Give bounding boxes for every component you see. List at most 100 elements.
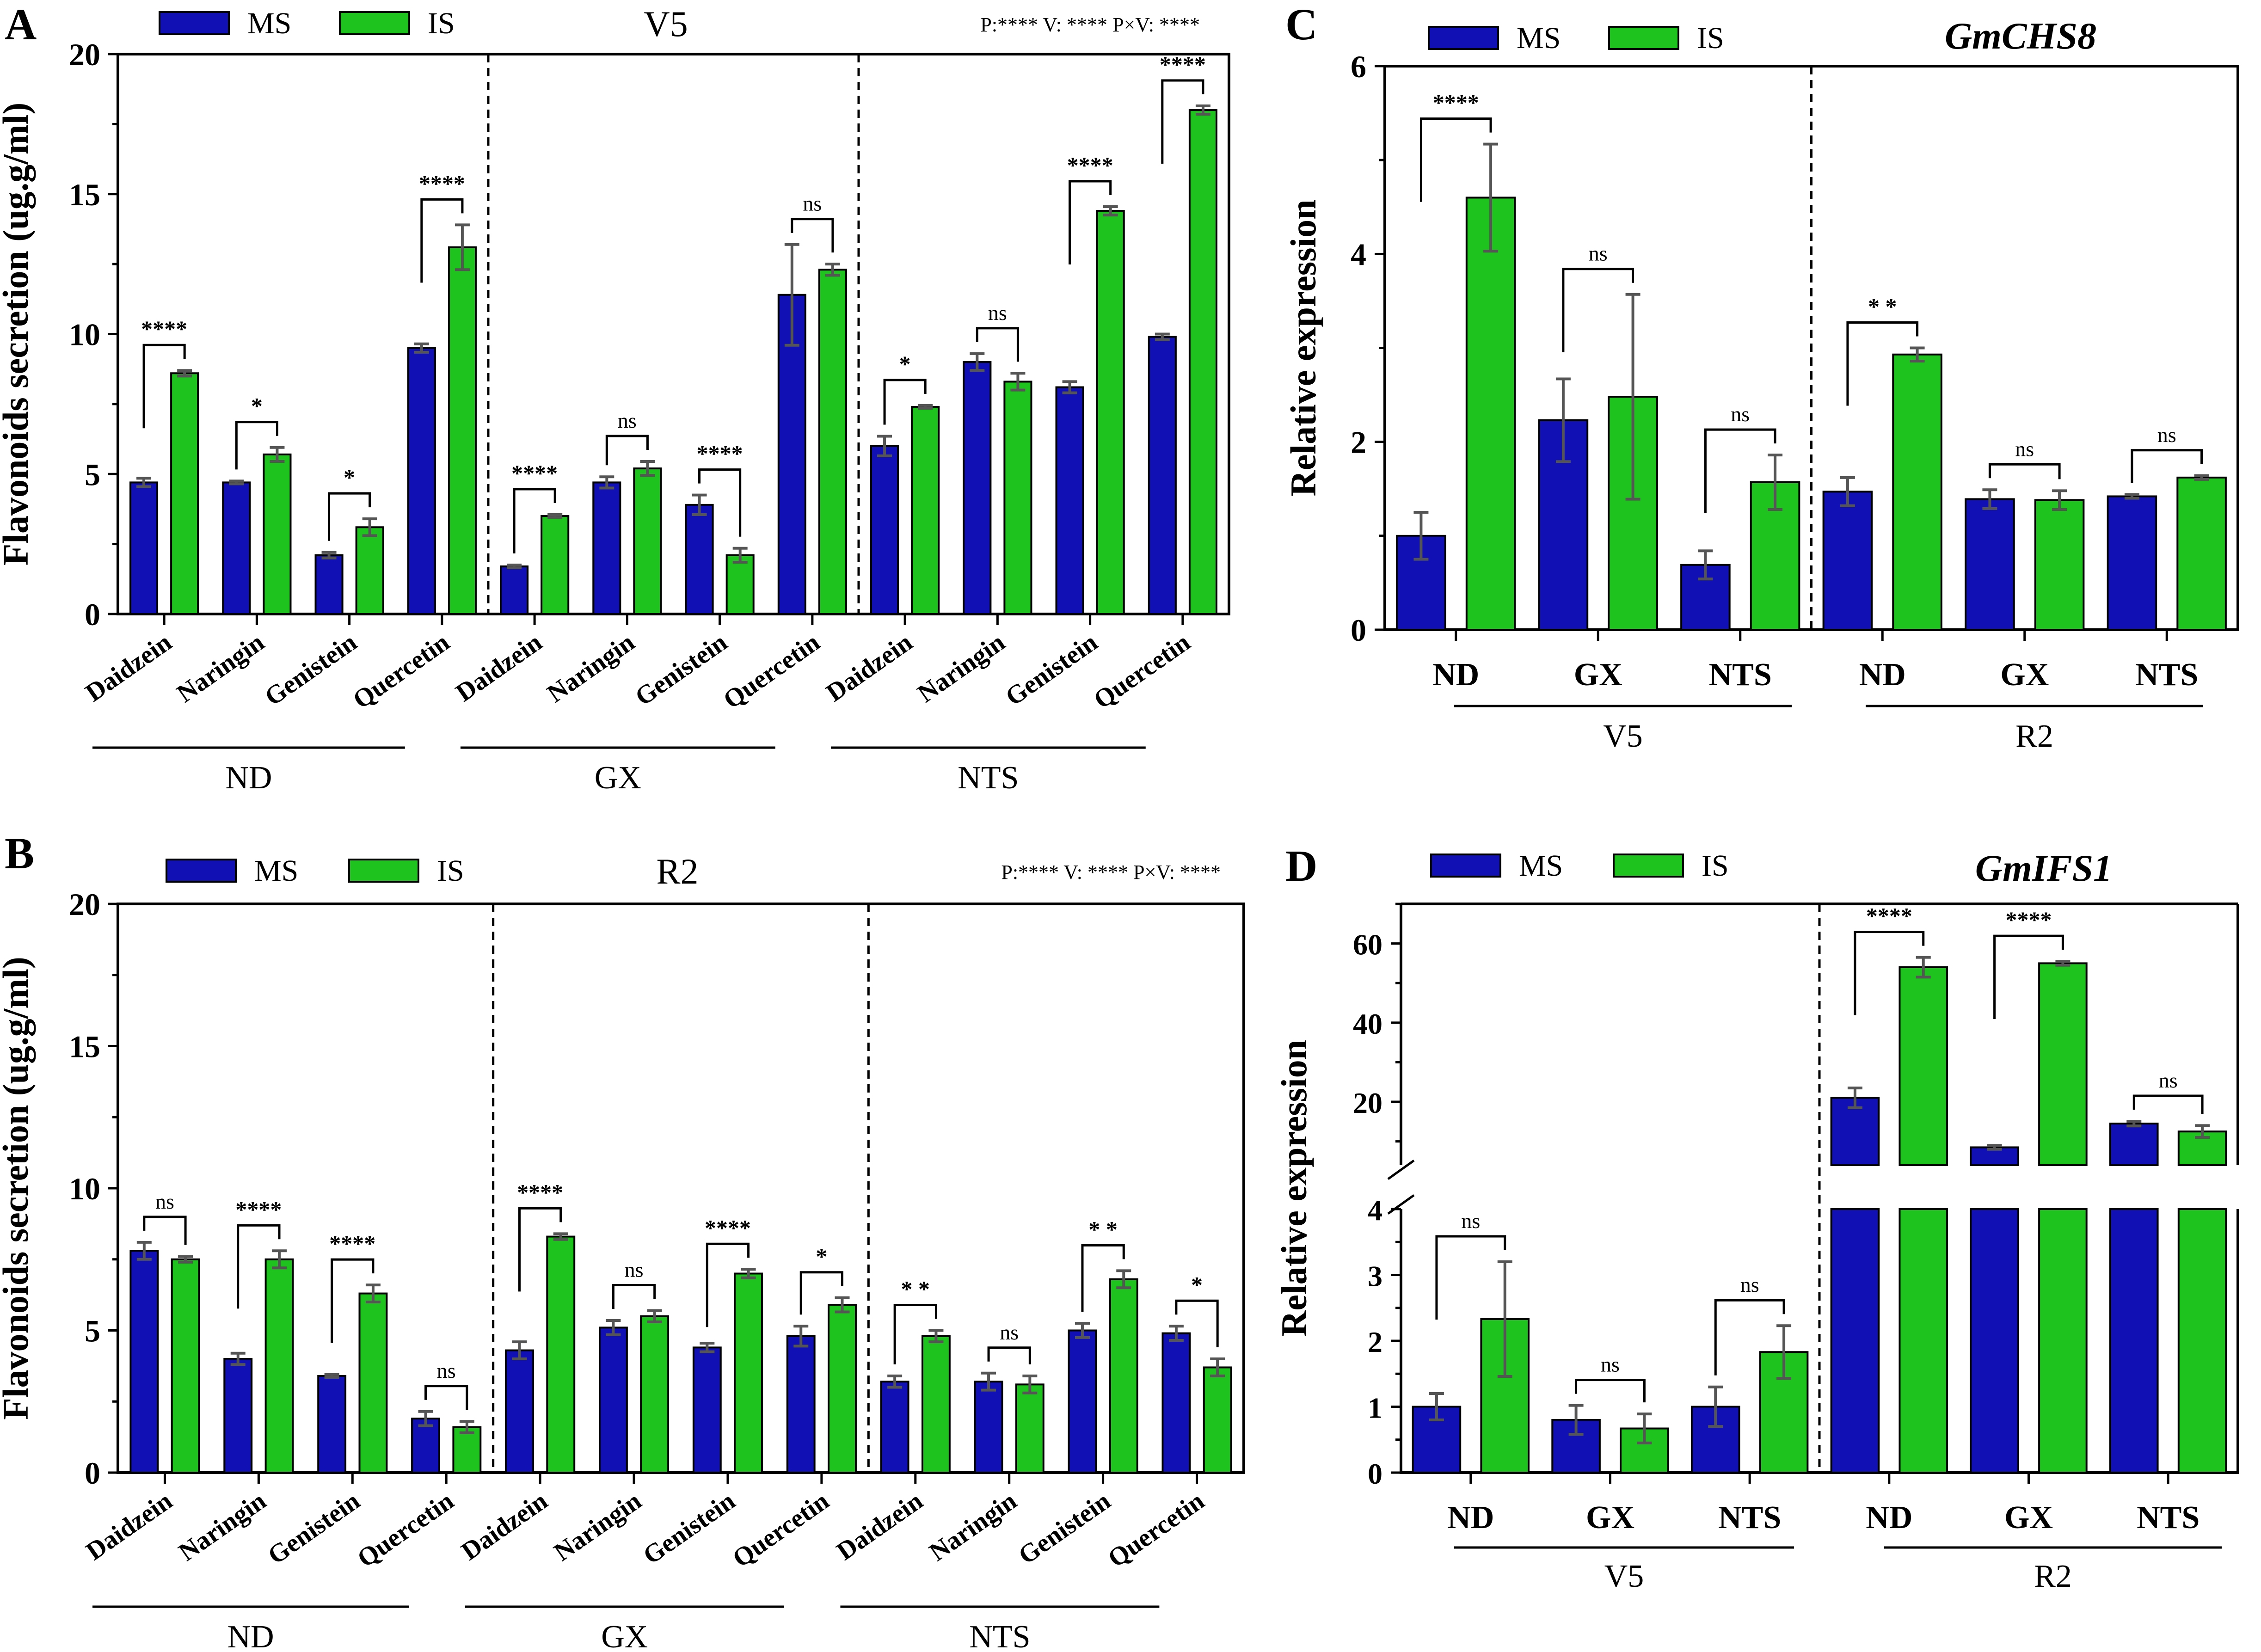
significance-label: ns — [1000, 1320, 1019, 1344]
significance-label: * * — [1868, 294, 1897, 319]
is-bar — [1899, 1208, 1948, 1474]
legend-is-label: IS — [437, 854, 464, 888]
y-tick-label: 3 — [1368, 1260, 1382, 1293]
y-tick-label: 4 — [1351, 237, 1366, 272]
significance-bracket — [1714, 1299, 1785, 1376]
significance-label: **** — [1866, 903, 1912, 929]
significance-bracket — [605, 435, 649, 466]
y-tick-label: 2 — [1351, 425, 1366, 460]
significance-bracket — [799, 1271, 844, 1315]
ms-bar — [1148, 336, 1177, 615]
legend-ms-swatch — [159, 11, 230, 35]
significance-bracket — [893, 1304, 937, 1364]
x-category-label: Naringin — [549, 1486, 646, 1567]
y-tick-label: 10 — [69, 1171, 100, 1206]
is-bar — [818, 269, 847, 615]
ms-bar — [598, 1327, 628, 1474]
x-category-label: Daidzein — [831, 1486, 928, 1566]
x-category-label: GX — [2000, 657, 2049, 693]
significance-bracket — [1435, 1235, 1506, 1320]
y-tick-label: 20 — [1353, 1087, 1382, 1119]
is-bar — [1899, 966, 1948, 1167]
significance-label: **** — [419, 170, 465, 196]
y-tick-label: 40 — [1353, 1007, 1382, 1040]
significance-label: ns — [1461, 1209, 1480, 1233]
ms-bar — [223, 1358, 253, 1474]
x-category-label: Quercetin — [727, 1486, 834, 1573]
group-label: V5 — [1604, 1559, 1644, 1594]
significance-label: ns — [155, 1190, 174, 1213]
y-tick-label: 20 — [69, 37, 100, 72]
ms-bar — [974, 1381, 1003, 1474]
significance-label: ns — [803, 192, 822, 215]
significance-label: **** — [235, 1196, 282, 1222]
y-tick-label: 0 — [85, 597, 100, 632]
x-category-label: Daidzein — [821, 628, 918, 707]
significance-bracket — [2132, 1094, 2204, 1114]
group-label: NTS — [958, 760, 1019, 796]
y-tick-label: 0 — [1368, 1457, 1382, 1490]
x-category-label: NTS — [1709, 657, 1772, 693]
x-category-label: GX — [1574, 657, 1622, 693]
axis-break-mark — [1387, 1159, 1415, 1180]
is-bar — [355, 526, 384, 615]
significance-bracket — [1069, 180, 1112, 264]
significance-bracket — [518, 1207, 562, 1292]
is-bar — [922, 1335, 951, 1474]
significance-label: ns — [1740, 1273, 1759, 1296]
significance-bracket — [1175, 1299, 1219, 1347]
y-tick-label: 15 — [69, 177, 100, 212]
x-category-label: Daidzein — [451, 628, 547, 707]
ms-bar — [407, 347, 436, 615]
significance-label: * — [816, 1243, 827, 1269]
significance-label: **** — [329, 1230, 375, 1256]
is-bar — [2034, 499, 2085, 631]
ms-bar — [500, 565, 529, 615]
y-tick-label: 10 — [69, 317, 100, 352]
legend-ms-label: MS — [247, 6, 291, 40]
ms-bar — [786, 1335, 816, 1474]
significance-label: **** — [1067, 152, 1113, 178]
group-label: ND — [225, 760, 272, 796]
is-bar — [263, 453, 292, 615]
significance-bracket — [143, 1216, 187, 1245]
panel-letter: C — [1285, 0, 1317, 49]
y-tick-label: 6 — [1351, 49, 1366, 84]
legend-is-swatch — [339, 11, 410, 35]
is-bar — [1109, 1278, 1138, 1474]
significance-label: **** — [1433, 90, 1479, 116]
panel-letter: B — [5, 829, 34, 878]
is-bar — [170, 372, 199, 615]
significance-label: * — [1191, 1271, 1203, 1297]
axis-break-mark — [1387, 1194, 1415, 1215]
ms-bar — [1161, 1332, 1191, 1474]
is-bar — [452, 1426, 482, 1474]
stats-annotation: P:**** V: **** P×V: **** — [980, 13, 1200, 36]
x-category-label: GX — [2004, 1500, 2053, 1535]
is-bar — [541, 515, 570, 615]
legend-ms-swatch — [166, 859, 237, 883]
ms-bar — [1830, 1208, 1880, 1474]
significance-label: ns — [618, 409, 637, 432]
y-axis-label: Relative expression — [1274, 1040, 1314, 1337]
significance-label: **** — [697, 441, 743, 467]
y-axis-label: Flavonoids secretion (ug.g/ml) — [0, 957, 36, 1420]
y-tick-label: 4 — [1368, 1194, 1382, 1227]
is-bar — [171, 1258, 200, 1474]
significance-bracket — [1081, 1244, 1125, 1312]
y-tick-label: 0 — [85, 1455, 100, 1491]
x-category-label: Quercetin — [1103, 1486, 1210, 1573]
stats-annotation: P:**** V: **** P×V: **** — [1001, 861, 1221, 884]
group-label: GX — [595, 760, 641, 796]
significance-label: ns — [988, 301, 1007, 325]
panel-b: B 0 5 10 15 20 Flavonoids secretion (ug.g/ml) M… — [0, 829, 1245, 1652]
significance-bracket — [235, 421, 278, 470]
significance-label: ns — [2159, 1069, 2178, 1092]
significance-label: **** — [517, 1179, 563, 1205]
significance-bracket — [791, 218, 834, 253]
significance-bracket — [1993, 934, 2064, 1019]
ms-bar — [870, 445, 899, 615]
significance-bracket — [513, 488, 556, 554]
significance-label: **** — [2006, 907, 2052, 933]
x-category-label: ND — [1432, 657, 1479, 693]
